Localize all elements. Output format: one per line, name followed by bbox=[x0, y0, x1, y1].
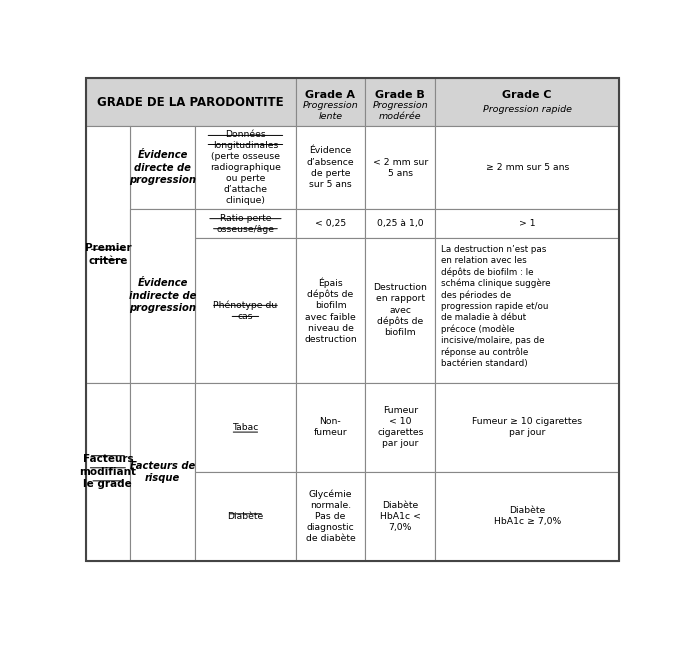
Bar bbox=[365, 126, 436, 209]
Bar bbox=[296, 209, 365, 238]
Text: Évidence
d’absence
de perte
sur 5 ans: Évidence d’absence de perte sur 5 ans bbox=[307, 146, 354, 189]
Bar bbox=[365, 238, 436, 383]
Bar bbox=[130, 126, 195, 209]
Bar bbox=[195, 383, 296, 471]
Text: < 0,25: < 0,25 bbox=[315, 219, 346, 228]
Text: Ratio perte
osseuse/âge: Ratio perte osseuse/âge bbox=[217, 214, 275, 234]
Text: Glycémie
normale.
Pas de
diagnostic
de diabète: Glycémie normale. Pas de diagnostic de d… bbox=[305, 489, 355, 543]
Text: Fumeur ≥ 10 cigarettes
par jour: Fumeur ≥ 10 cigarettes par jour bbox=[472, 417, 582, 437]
Text: Facteurs de
risque: Facteurs de risque bbox=[130, 460, 195, 483]
Bar bbox=[436, 471, 619, 561]
Text: Grade A: Grade A bbox=[305, 89, 356, 100]
Bar bbox=[365, 383, 436, 471]
Text: Destruction
en rapport
avec
dépôts de
biofilm: Destruction en rapport avec dépôts de bi… bbox=[374, 283, 427, 338]
Text: Diabète
HbA1c <
7,0%: Diabète HbA1c < 7,0% bbox=[380, 501, 421, 532]
Bar bbox=[195, 471, 296, 561]
Text: Fumeur
< 10
cigarettes
par jour: Fumeur < 10 cigarettes par jour bbox=[377, 406, 424, 448]
Text: Grade C: Grade C bbox=[502, 89, 552, 100]
Bar bbox=[296, 383, 365, 471]
Text: Évidence
directe de
progression: Évidence directe de progression bbox=[129, 150, 196, 185]
Bar bbox=[436, 126, 619, 209]
Bar bbox=[296, 471, 365, 561]
Bar bbox=[365, 471, 436, 561]
Bar bbox=[436, 383, 619, 471]
Bar bbox=[86, 383, 130, 561]
Text: Phénotype du
cas: Phénotype du cas bbox=[213, 300, 277, 321]
Text: > 1: > 1 bbox=[519, 219, 535, 228]
Text: 0,25 à 1,0: 0,25 à 1,0 bbox=[377, 219, 424, 228]
Text: Tabac: Tabac bbox=[233, 422, 259, 432]
Bar bbox=[436, 209, 619, 238]
Bar bbox=[86, 126, 130, 383]
Bar bbox=[130, 383, 195, 561]
Bar bbox=[195, 209, 296, 238]
Text: La destruction n’est pas
en relation avec les
dépôts de biofilm : le
schéma clin: La destruction n’est pas en relation ave… bbox=[440, 245, 550, 368]
Text: Données
longitudinales
(perte osseuse
radiographique
ou perte
d’attache
clinique: Données longitudinales (perte osseuse ra… bbox=[210, 130, 281, 206]
Text: Facteurs
modifiant
le grade: Facteurs modifiant le grade bbox=[79, 454, 136, 489]
Text: Premier
critère: Premier critère bbox=[85, 243, 131, 266]
Bar bbox=[86, 78, 296, 126]
Text: Progression
modérée: Progression modérée bbox=[372, 101, 428, 121]
Text: Diabète: Diabète bbox=[227, 512, 264, 521]
Text: < 2 mm sur
5 ans: < 2 mm sur 5 ans bbox=[373, 157, 428, 178]
Text: ≥ 2 mm sur 5 ans: ≥ 2 mm sur 5 ans bbox=[486, 163, 569, 172]
Text: Progression
lente: Progression lente bbox=[303, 101, 358, 121]
Text: Non-
fumeur: Non- fumeur bbox=[314, 417, 347, 437]
Text: Progression rapide: Progression rapide bbox=[483, 105, 572, 114]
Bar bbox=[130, 209, 195, 383]
Bar bbox=[365, 209, 436, 238]
Text: Grade B: Grade B bbox=[376, 89, 425, 100]
Text: Diabète
HbA1c ≥ 7,0%: Diabète HbA1c ≥ 7,0% bbox=[493, 506, 561, 526]
Bar bbox=[436, 78, 619, 126]
Bar bbox=[195, 126, 296, 209]
Bar bbox=[365, 78, 436, 126]
Bar bbox=[296, 126, 365, 209]
Bar bbox=[195, 238, 296, 383]
Text: Épais
dépôts de
biofilm
avec faible
niveau de
destruction: Épais dépôts de biofilm avec faible nive… bbox=[304, 277, 357, 343]
Text: GRADE DE LA PARODONTITE: GRADE DE LA PARODONTITE bbox=[98, 96, 284, 109]
Bar bbox=[296, 238, 365, 383]
Text: Évidence
indirecte de
progression: Évidence indirecte de progression bbox=[129, 278, 196, 313]
Bar bbox=[296, 78, 365, 126]
Bar bbox=[436, 238, 619, 383]
